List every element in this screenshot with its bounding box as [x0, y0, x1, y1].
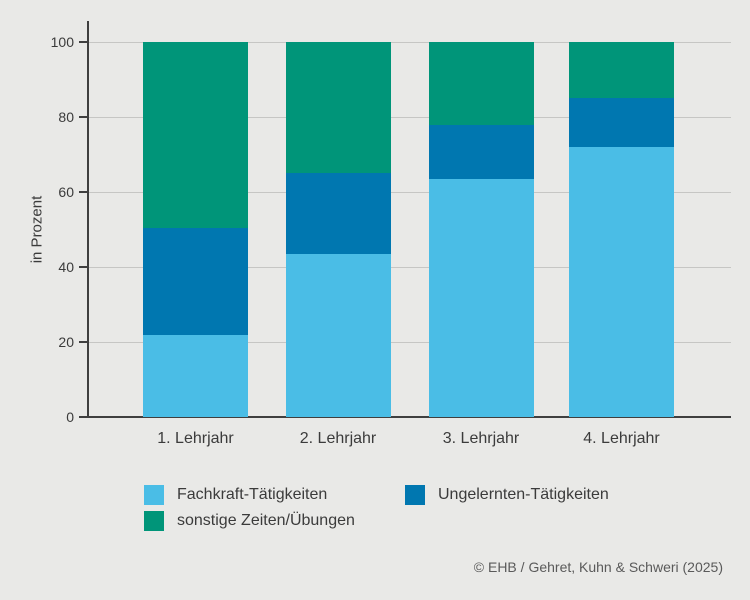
y-tick-label-0: 0 [66, 409, 74, 425]
x-axis-line [87, 416, 731, 418]
y-axis-line [87, 21, 89, 418]
bar-2-segment-0 [285, 253, 391, 417]
bar-3 [428, 42, 534, 417]
y-tick-mark-0 [79, 416, 87, 418]
bar-3-segment-1 [428, 124, 534, 179]
gridline-20 [89, 341, 731, 343]
gridline-100 [89, 41, 731, 43]
x-tick-label-3: 3. Lehrjahr [442, 430, 520, 447]
bar-2 [285, 42, 391, 417]
gridline-40 [89, 266, 731, 268]
bar-4-segment-2 [569, 42, 674, 99]
legend-item-2: sonstige Zeiten/Übungen [144, 511, 355, 531]
y-tick-mark-100 [79, 41, 87, 43]
y-tick-label-40: 40 [58, 259, 74, 275]
bar-4-segment-1 [569, 98, 674, 147]
bar-3-segment-2 [428, 42, 534, 125]
y-tick-label-20: 20 [58, 334, 74, 350]
y-tick-mark-20 [79, 341, 87, 343]
plot-area [89, 41, 731, 417]
bar-2-segment-2 [285, 42, 391, 174]
legend-label: sonstige Zeiten/Übungen [177, 512, 355, 529]
gridline-80 [89, 116, 731, 118]
legend-label: Ungelernten-Tätigkeiten [438, 486, 609, 503]
legend-swatch-icon [405, 485, 425, 505]
bar-2-segment-1 [285, 173, 391, 254]
bar-4 [569, 42, 674, 417]
bar-4-segment-0 [569, 147, 674, 417]
legend-item-1: Ungelernten-Tätigkeiten [405, 485, 609, 505]
legend-swatch-icon [144, 485, 164, 505]
y-tick-label-80: 80 [58, 109, 74, 125]
y-tick-mark-40 [79, 266, 87, 268]
legend-swatch-icon [144, 511, 164, 531]
x-tick-label-2: 2. Lehrjahr [299, 430, 377, 447]
gridline-60 [89, 191, 731, 193]
bar-3-segment-0 [428, 178, 534, 417]
bar-1-segment-2 [143, 42, 248, 228]
y-tick-mark-60 [79, 191, 87, 193]
y-tick-label-100: 100 [50, 34, 74, 50]
legend-item-0: Fachkraft-Tätigkeiten [144, 485, 327, 505]
y-tick-mark-80 [79, 116, 87, 118]
x-tick-label-1: 1. Lehrjahr [157, 430, 234, 447]
bar-1 [143, 42, 248, 417]
legend-label: Fachkraft-Tätigkeiten [177, 486, 328, 503]
y-tick-label-60: 60 [58, 184, 74, 200]
copyright-credit: © EHB / Gehret, Kuhn & Schweri (2025) [473, 559, 723, 575]
bar-1-segment-0 [143, 334, 248, 417]
x-tick-label-4: 4. Lehrjahr [583, 430, 660, 447]
bar-1-segment-1 [143, 227, 248, 335]
